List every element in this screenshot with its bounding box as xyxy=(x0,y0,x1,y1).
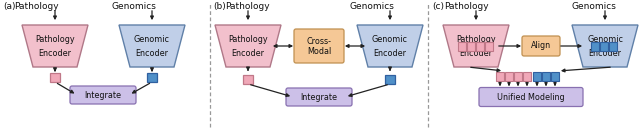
Text: Genomic: Genomic xyxy=(587,34,623,44)
Text: Encoder: Encoder xyxy=(136,50,168,58)
Text: Pathology: Pathology xyxy=(456,34,496,44)
Text: Encoder: Encoder xyxy=(232,50,264,58)
FancyBboxPatch shape xyxy=(147,73,157,82)
FancyBboxPatch shape xyxy=(458,41,466,50)
Text: Genomic: Genomic xyxy=(134,34,170,44)
FancyBboxPatch shape xyxy=(514,72,522,80)
Text: Unified Modeling: Unified Modeling xyxy=(497,93,565,102)
FancyBboxPatch shape xyxy=(467,41,475,50)
Text: Encoder: Encoder xyxy=(374,50,406,58)
FancyBboxPatch shape xyxy=(50,73,60,82)
Text: Pathology: Pathology xyxy=(225,2,269,11)
Text: Align: Align xyxy=(531,41,551,50)
FancyBboxPatch shape xyxy=(286,88,352,106)
FancyBboxPatch shape xyxy=(505,72,513,80)
Text: Genomics: Genomics xyxy=(112,2,157,11)
Polygon shape xyxy=(357,25,423,67)
Text: Encoder: Encoder xyxy=(460,50,493,58)
FancyBboxPatch shape xyxy=(542,72,550,80)
Polygon shape xyxy=(119,25,185,67)
FancyBboxPatch shape xyxy=(476,41,484,50)
Text: Pathology: Pathology xyxy=(35,34,75,44)
FancyBboxPatch shape xyxy=(609,41,617,50)
FancyBboxPatch shape xyxy=(496,72,504,80)
Text: Integrate: Integrate xyxy=(301,93,337,102)
FancyBboxPatch shape xyxy=(533,72,541,80)
Polygon shape xyxy=(215,25,281,67)
Text: (c): (c) xyxy=(432,2,444,11)
Text: Genomic: Genomic xyxy=(372,34,408,44)
Text: Modal: Modal xyxy=(307,47,331,57)
Text: Genomics: Genomics xyxy=(572,2,617,11)
Text: (b): (b) xyxy=(213,2,226,11)
FancyBboxPatch shape xyxy=(385,74,395,83)
FancyBboxPatch shape xyxy=(523,72,531,80)
Text: Cross-: Cross- xyxy=(307,37,332,45)
Text: Encoder: Encoder xyxy=(589,50,621,58)
FancyBboxPatch shape xyxy=(551,72,559,80)
Text: Genomics: Genomics xyxy=(350,2,395,11)
FancyBboxPatch shape xyxy=(479,87,583,106)
FancyBboxPatch shape xyxy=(485,41,493,50)
Polygon shape xyxy=(572,25,638,67)
FancyBboxPatch shape xyxy=(294,29,344,63)
Text: Integrate: Integrate xyxy=(84,90,122,99)
Text: Pathology: Pathology xyxy=(444,2,488,11)
FancyBboxPatch shape xyxy=(243,74,253,83)
Polygon shape xyxy=(22,25,88,67)
Text: Pathology: Pathology xyxy=(14,2,59,11)
Text: Pathology: Pathology xyxy=(228,34,268,44)
Text: Encoder: Encoder xyxy=(38,50,72,58)
Polygon shape xyxy=(443,25,509,67)
FancyBboxPatch shape xyxy=(522,36,560,56)
FancyBboxPatch shape xyxy=(70,86,136,104)
FancyBboxPatch shape xyxy=(600,41,608,50)
Text: (a): (a) xyxy=(3,2,15,11)
FancyBboxPatch shape xyxy=(591,41,599,50)
